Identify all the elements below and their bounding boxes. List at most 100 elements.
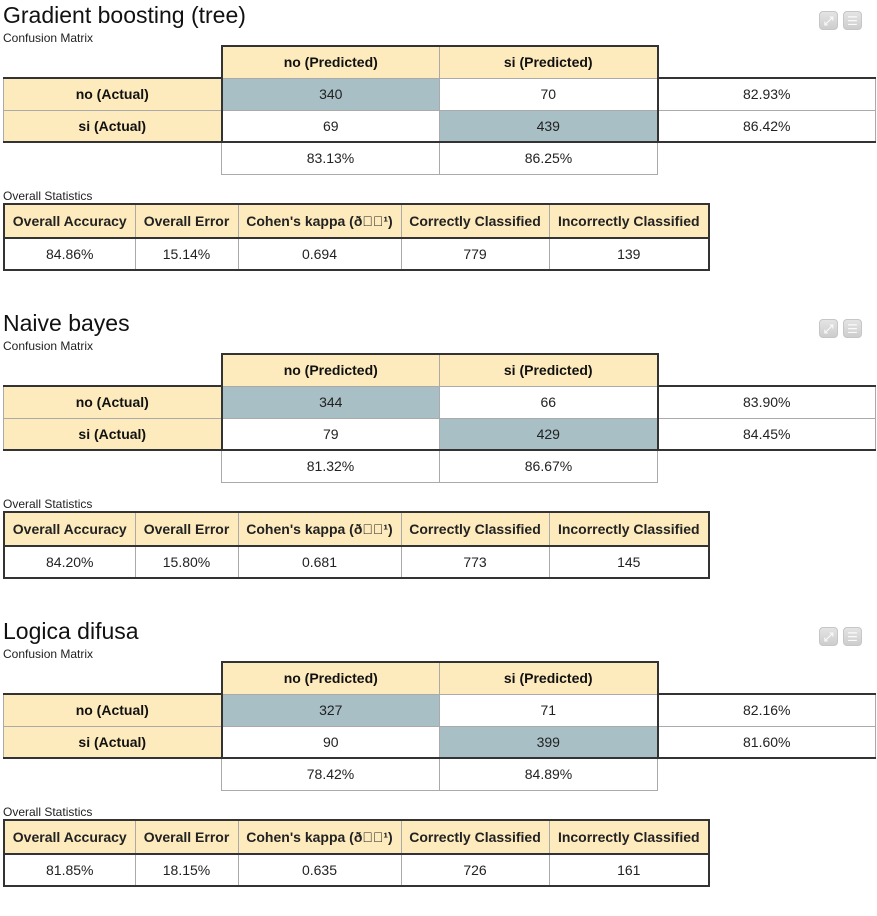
stats-value: 145 xyxy=(548,545,710,579)
stats-value: 139 xyxy=(548,237,710,271)
matrix-spacer xyxy=(658,758,876,790)
column-header: si (Predicted) xyxy=(439,45,659,79)
overall-statistics-label: Overall Statistics xyxy=(3,805,93,819)
stats-value: 773 xyxy=(400,545,550,579)
stats-value: 81.85% xyxy=(3,853,136,887)
precision-cell: 84.89% xyxy=(439,757,658,791)
stats-value: 0.681 xyxy=(237,545,402,579)
precision-cell: 78.42% xyxy=(221,757,440,791)
matrix-corner xyxy=(4,46,222,78)
stats-value: 84.86% xyxy=(3,237,136,271)
matrix-cell: 429 xyxy=(439,417,659,451)
matrix-cell: 90 xyxy=(220,725,440,759)
confusion-matrix-label: Confusion Matrix xyxy=(3,31,94,45)
row-header: no (Actual) xyxy=(3,77,222,111)
overall-statistics-label: Overall Statistics xyxy=(3,497,93,511)
matrix-cell: 439 xyxy=(439,109,659,143)
matrix-cell: 327 xyxy=(220,693,440,727)
matrix-spacer xyxy=(658,450,876,482)
stats-header: Cohen's kappa (ð  ¹) xyxy=(237,203,402,239)
overall-statistics-table: Overall Accuracy Overall Error Cohen's kap… xyxy=(3,203,710,271)
matrix-spacer xyxy=(4,142,222,174)
recall-cell: 82.93% xyxy=(657,77,876,111)
matrix-cell: 71 xyxy=(439,693,659,727)
model-section: Gradient boosting (tree) Confusion Matrix… xyxy=(0,0,877,300)
overall-statistics-label: Overall Statistics xyxy=(3,189,93,203)
stats-header: Overall Accuracy xyxy=(3,819,136,855)
matrix-cell: 79 xyxy=(220,417,440,451)
confusion-matrix-table: no (Predicted) si (Predicted) no (Actual) 3… xyxy=(3,661,876,791)
row-header: si (Actual) xyxy=(3,725,222,759)
confusion-matrix-label: Confusion Matrix xyxy=(3,339,94,353)
menu-icon[interactable]: ☰ xyxy=(843,11,862,30)
matrix-spacer xyxy=(658,354,876,386)
confusion-matrix-table: no (Predicted) si (Predicted) no (Actual) 3… xyxy=(3,45,876,175)
row-header: si (Actual) xyxy=(3,109,222,143)
menu-icon[interactable]: ☰ xyxy=(843,319,862,338)
stats-value: 726 xyxy=(400,853,550,887)
stats-value: 161 xyxy=(548,853,710,887)
column-header: si (Predicted) xyxy=(439,661,659,695)
matrix-cell: 340 xyxy=(220,77,440,111)
matrix-spacer xyxy=(4,758,222,790)
confusion-matrix-label: Confusion Matrix xyxy=(3,647,94,661)
stats-header: Overall Accuracy xyxy=(3,203,136,239)
model-section: Naive bayes Confusion Matrix ⤢ ☰ no (Predict… xyxy=(0,308,877,608)
stats-header: Correctly Classified xyxy=(400,511,550,547)
expand-icon[interactable]: ⤢ xyxy=(819,11,838,30)
stats-value: 15.14% xyxy=(134,237,239,271)
stats-header: Cohen's kappa (ð  ¹) xyxy=(237,511,402,547)
model-title: Gradient boosting (tree) xyxy=(3,2,246,28)
matrix-spacer xyxy=(658,46,876,78)
column-header: no (Predicted) xyxy=(220,353,440,387)
stats-value: 0.635 xyxy=(237,853,402,887)
stats-value: 84.20% xyxy=(3,545,136,579)
precision-cell: 86.25% xyxy=(439,141,658,175)
row-header: no (Actual) xyxy=(3,693,222,727)
recall-cell: 86.42% xyxy=(657,109,876,143)
stats-header: Incorrectly Classified xyxy=(548,819,710,855)
column-header: si (Predicted) xyxy=(439,353,659,387)
recall-cell: 82.16% xyxy=(657,693,876,727)
stats-value: 18.15% xyxy=(134,853,239,887)
stats-value: 779 xyxy=(400,237,550,271)
matrix-corner xyxy=(4,662,222,694)
stats-header: Cohen's kappa (ð  ¹) xyxy=(237,819,402,855)
model-title: Naive bayes xyxy=(3,310,130,336)
matrix-cell: 70 xyxy=(439,77,659,111)
precision-cell: 81.32% xyxy=(221,449,440,483)
matrix-spacer xyxy=(658,142,876,174)
matrix-spacer xyxy=(658,662,876,694)
stats-header: Overall Error xyxy=(134,511,239,547)
stats-header: Correctly Classified xyxy=(400,819,550,855)
precision-cell: 83.13% xyxy=(221,141,440,175)
stats-header: Incorrectly Classified xyxy=(548,511,710,547)
precision-cell: 86.67% xyxy=(439,449,658,483)
recall-cell: 81.60% xyxy=(657,725,876,759)
stats-header: Overall Accuracy xyxy=(3,511,136,547)
recall-cell: 83.90% xyxy=(657,385,876,419)
stats-value: 15.80% xyxy=(134,545,239,579)
model-section: Logica difusa Confusion Matrix ⤢ ☰ no (Predi… xyxy=(0,616,877,916)
column-header: no (Predicted) xyxy=(220,661,440,695)
expand-icon[interactable]: ⤢ xyxy=(819,627,838,646)
confusion-matrix-table: no (Predicted) si (Predicted) no (Actual) 3… xyxy=(3,353,876,483)
row-header: si (Actual) xyxy=(3,417,222,451)
expand-icon[interactable]: ⤢ xyxy=(819,319,838,338)
matrix-cell: 344 xyxy=(220,385,440,419)
matrix-corner xyxy=(4,354,222,386)
overall-statistics-table: Overall Accuracy Overall Error Cohen's kap… xyxy=(3,511,710,579)
model-title: Logica difusa xyxy=(3,618,139,644)
stats-header: Overall Error xyxy=(134,819,239,855)
recall-cell: 84.45% xyxy=(657,417,876,451)
matrix-spacer xyxy=(4,450,222,482)
matrix-cell: 399 xyxy=(439,725,659,759)
stats-value: 0.694 xyxy=(237,237,402,271)
stats-header: Overall Error xyxy=(134,203,239,239)
row-header: no (Actual) xyxy=(3,385,222,419)
menu-icon[interactable]: ☰ xyxy=(843,627,862,646)
stats-header: Incorrectly Classified xyxy=(548,203,710,239)
overall-statistics-table: Overall Accuracy Overall Error Cohen's kap… xyxy=(3,819,710,887)
stats-header: Correctly Classified xyxy=(400,203,550,239)
matrix-cell: 66 xyxy=(439,385,659,419)
